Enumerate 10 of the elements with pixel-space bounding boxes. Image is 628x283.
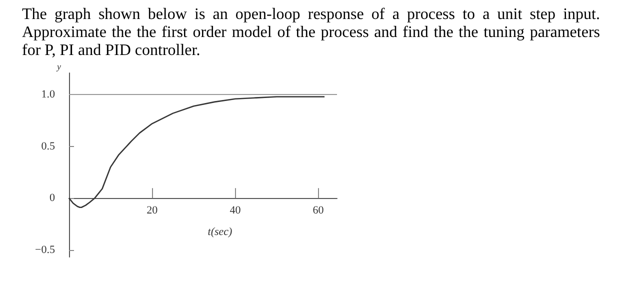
x-tick-label: 60 xyxy=(312,204,324,216)
y-axis-title: y xyxy=(56,62,61,72)
x-tick-label: 40 xyxy=(230,204,242,216)
y-tick-label: 1.0 xyxy=(41,88,56,101)
x-tick-label: 20 xyxy=(146,204,158,216)
y-tick-label: −0.5 xyxy=(35,244,56,256)
x-axis-title: t(sec) xyxy=(206,226,234,238)
y-tick-label: 0 xyxy=(50,192,56,204)
y-tick-label: 0.5 xyxy=(41,140,56,152)
chart-title: The graph shown below is an open-loop response of a process to a unit step input. Approximate the the first order model of the process and find the the tuning parameters for P, PI and PID controller. xyxy=(22,6,600,60)
